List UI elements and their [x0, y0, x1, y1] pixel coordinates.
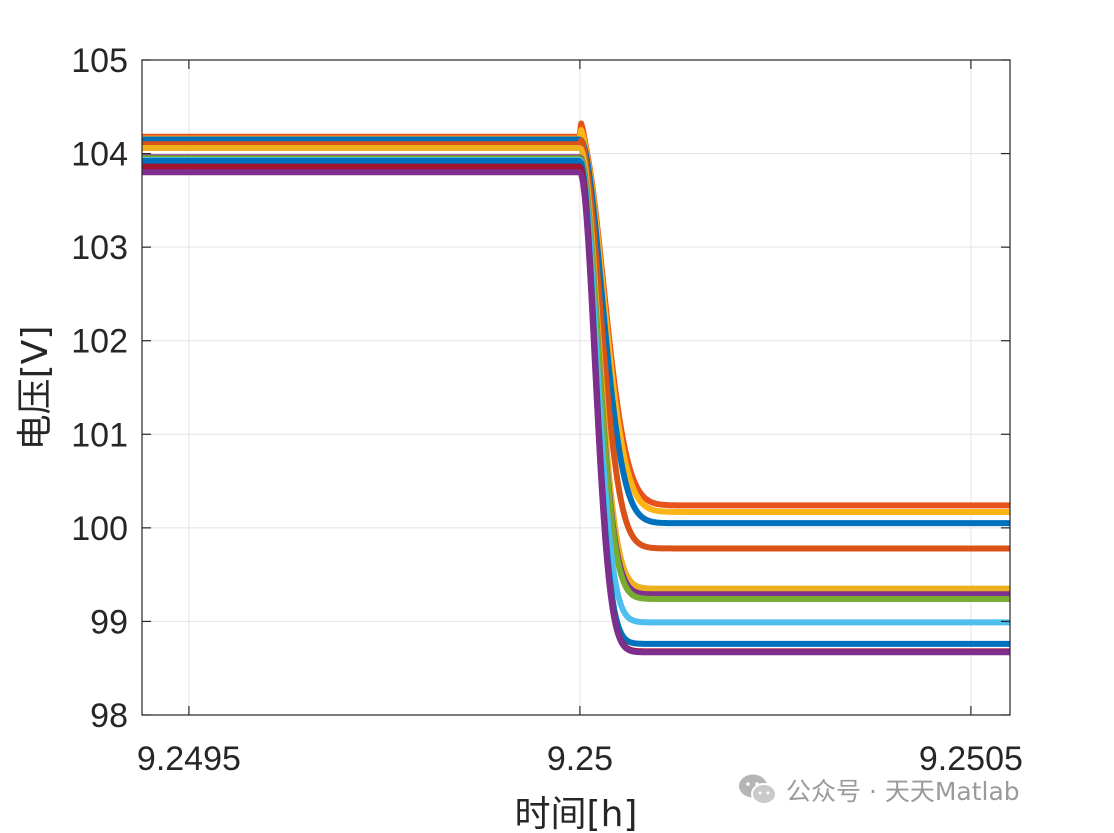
- axis-ticks: [142, 59, 1010, 716]
- y-axis-title: 电压[V]: [15, 326, 56, 451]
- watermark: 公众号 · 天天Matlab: [738, 772, 1020, 808]
- series-line: [142, 137, 1010, 552]
- series-line: [142, 144, 1010, 592]
- x-tick-label: 9.25: [547, 740, 613, 778]
- y-tick-label: 98: [90, 697, 128, 735]
- x-tick-label: 9.2505: [919, 740, 1023, 778]
- grid-lines: [142, 59, 1010, 716]
- y-tick-label: 99: [90, 603, 128, 641]
- series-lines: [142, 120, 1010, 656]
- y-tick-label: 104: [71, 136, 128, 174]
- x-tick-label: 9.2495: [137, 740, 241, 778]
- wechat-icon: [739, 774, 777, 805]
- series-line: [142, 158, 1010, 647]
- series-line: [142, 169, 1010, 656]
- y-tick-label: 102: [71, 323, 128, 361]
- watermark-text: 公众号 · 天天Matlab: [786, 777, 1020, 806]
- y-tick-label: 105: [71, 42, 128, 80]
- plot-frame: [141, 59, 1011, 716]
- y-tick-label: 101: [71, 416, 128, 454]
- x-axis-title: 时间[h]: [515, 794, 638, 833]
- series-line: [142, 136, 1010, 527]
- y-tick-label: 100: [71, 510, 128, 548]
- y-tick-label: 103: [71, 229, 128, 267]
- axis-tick-labels: 98 99 100 101 102 103 104 105 9.2495 9.25 9.2505: [71, 42, 1023, 778]
